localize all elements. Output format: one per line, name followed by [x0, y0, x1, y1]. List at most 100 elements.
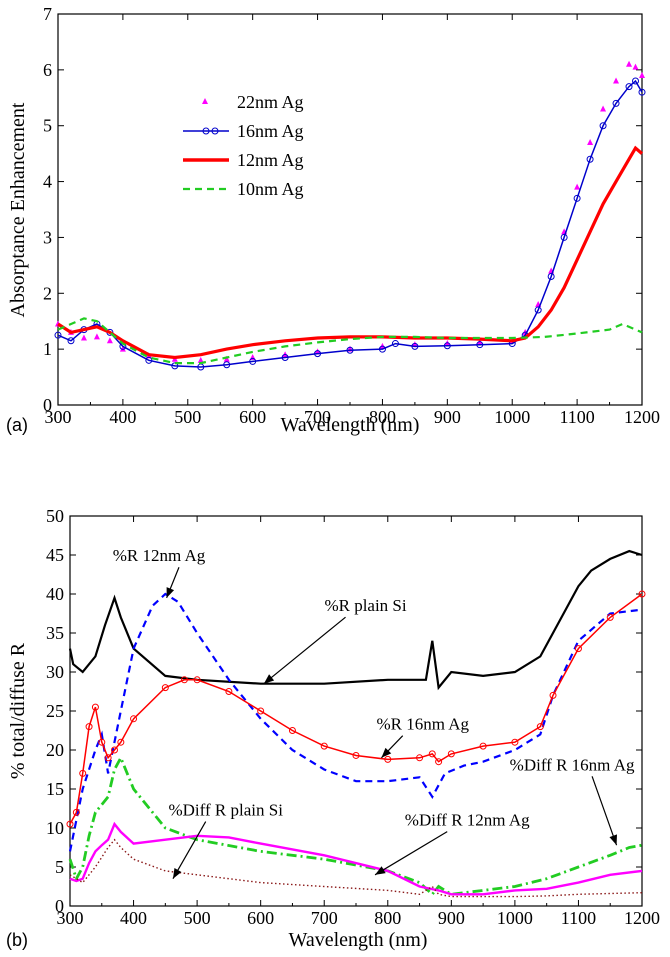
y-tick-label: 7	[43, 4, 52, 24]
y-tick-label: 4	[43, 172, 52, 192]
series-point	[639, 71, 645, 78]
annotation-label: %R 12nm Ag	[113, 546, 206, 565]
annotation-label: %Diff R 12nm Ag	[405, 811, 530, 830]
annotation-arrow	[374, 831, 448, 876]
series-point	[435, 758, 443, 766]
series-point	[130, 715, 138, 723]
series-point	[225, 688, 233, 695]
x-tick-label: 800	[369, 407, 396, 427]
series-point	[626, 60, 633, 67]
series-line-r_12nm_ag	[68, 592, 643, 852]
series-point	[612, 99, 620, 107]
series-line-12nm-ag	[57, 145, 644, 360]
series-point	[223, 355, 230, 362]
series-point	[249, 357, 257, 365]
plot-b-ylabel: % total/diffuse R	[7, 642, 29, 779]
series-point	[72, 808, 80, 816]
x-tick-label: 600	[247, 908, 274, 928]
series-point	[574, 183, 581, 190]
y-tick-label: 5	[55, 857, 64, 877]
legend-marker	[202, 98, 208, 104]
series-line-r_plain_si	[68, 549, 643, 691]
series-line-10nm-ag	[57, 317, 643, 365]
series-point	[428, 750, 436, 758]
x-tick-label: 1200	[624, 407, 660, 427]
series-point	[171, 362, 179, 370]
series-point	[549, 691, 557, 699]
plot-a-xlabel: Wavelength (nm)	[281, 414, 420, 436]
series-line-16nm-ag	[57, 79, 643, 368]
series-point	[85, 723, 93, 731]
series-point	[180, 676, 188, 684]
series-point	[320, 742, 328, 750]
series-point	[119, 345, 126, 352]
y-tick-label: 0	[55, 896, 64, 916]
series-point	[625, 83, 633, 91]
x-tick-label: 800	[374, 908, 401, 928]
x-tick-label: 300	[57, 908, 84, 928]
annotation-arrow	[263, 616, 346, 685]
annotation-arrow	[591, 776, 618, 846]
series-point	[314, 350, 322, 358]
series-point	[346, 346, 354, 354]
x-tick-label: 400	[120, 908, 147, 928]
x-tick-label: 500	[184, 908, 211, 928]
y-tick-label: 20	[46, 740, 64, 760]
series-point	[80, 334, 87, 341]
x-tick-label: 600	[239, 407, 266, 427]
annotation-arrow	[172, 821, 207, 879]
x-tick-label: 900	[438, 908, 465, 928]
series-point	[288, 727, 296, 734]
x-tick-label: 1100	[561, 908, 596, 928]
annotation-label: %R 16nm Ag	[376, 715, 469, 734]
x-tick-label: 400	[109, 407, 136, 427]
series-point	[93, 333, 100, 340]
plot-a-ticks: 300 400 500 600 700 800 900 1000 1100 1200 0 1 2 3 4 5 6…	[43, 4, 660, 427]
series-point	[547, 273, 555, 281]
series-point	[378, 345, 386, 353]
legend-marker	[202, 127, 210, 135]
series-point	[536, 723, 544, 731]
x-tick-label: 1100	[559, 407, 594, 427]
y-tick-label: 35	[46, 623, 64, 643]
plot-a-series	[54, 60, 646, 371]
plot-b-annotations: %R 12nm Ag %R plain Si %R 16nm Ag %Diff R 1…	[113, 546, 635, 879]
plot-b-frame	[69, 515, 643, 907]
series-point	[197, 356, 204, 363]
series-point	[79, 769, 87, 777]
series-line-diff_r_plain_si	[69, 838, 643, 898]
annotation-arrowhead	[609, 834, 617, 846]
series-point	[560, 233, 568, 241]
annotation-arrowhead	[381, 747, 392, 758]
annotation-arrowhead	[166, 587, 175, 598]
x-tick-label: 700	[311, 908, 338, 928]
series-point	[281, 354, 289, 362]
y-tick-label: 0	[43, 395, 52, 415]
plot-b-series	[66, 549, 646, 898]
series-line-diff_r_12nm_ag	[69, 821, 643, 896]
y-tick-label: 40	[46, 584, 64, 604]
annotation-arrowhead	[375, 866, 386, 875]
y-tick-label: 3	[43, 227, 52, 247]
plot-b-xlabel: Wavelength (nm)	[289, 929, 428, 951]
series-point	[534, 306, 542, 314]
series-point	[606, 613, 614, 621]
series-line-r_16nm_ag	[69, 593, 643, 825]
panel-a-label: (a)	[6, 415, 28, 435]
series-point	[511, 738, 519, 746]
series-point	[223, 361, 231, 369]
y-tick-label: 5	[43, 116, 52, 136]
series-point	[574, 645, 582, 653]
series-point	[573, 194, 581, 202]
series-point	[66, 820, 74, 828]
x-tick-label: 300	[45, 407, 72, 427]
legend-label: 10nm Ag	[237, 179, 304, 199]
panel-b-label: (b)	[6, 930, 28, 950]
series-point	[600, 105, 607, 112]
legend-label: 12nm Ag	[237, 150, 304, 170]
series-point	[257, 707, 265, 715]
x-tick-label: 700	[304, 407, 331, 427]
annotation-label: %Diff R plain Si	[168, 801, 283, 820]
series-point	[416, 754, 424, 762]
y-tick-label: 2	[43, 283, 52, 303]
